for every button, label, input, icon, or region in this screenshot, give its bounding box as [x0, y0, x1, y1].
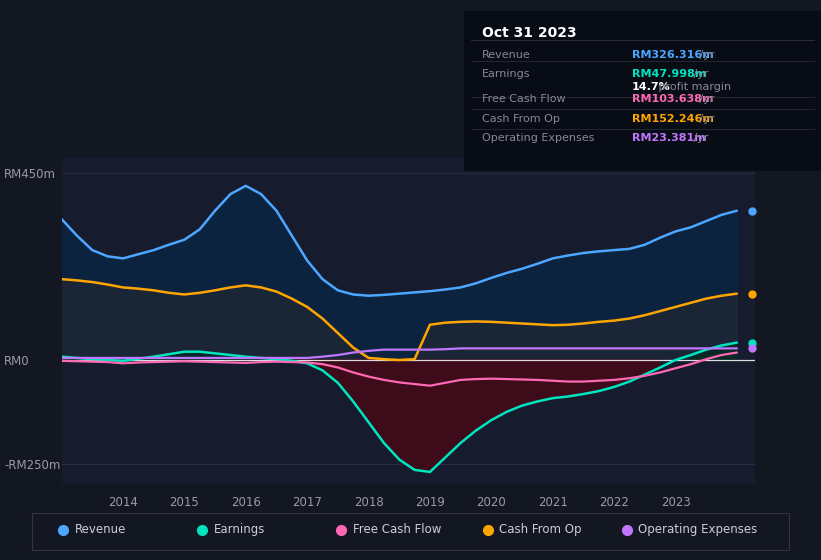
Text: Earnings: Earnings	[482, 69, 530, 78]
Text: RM23.381m: RM23.381m	[631, 133, 705, 143]
Text: Revenue: Revenue	[482, 49, 530, 59]
Text: Cash From Op: Cash From Op	[499, 523, 582, 536]
Text: Cash From Op: Cash From Op	[482, 114, 560, 124]
Text: /yr: /yr	[696, 94, 714, 104]
Text: RM326.316m: RM326.316m	[631, 49, 713, 59]
Text: RM152.246m: RM152.246m	[631, 114, 713, 124]
Text: /yr: /yr	[696, 114, 714, 124]
Text: /yr: /yr	[690, 69, 708, 78]
Text: /yr: /yr	[690, 133, 708, 143]
Text: RM47.998m: RM47.998m	[631, 69, 706, 78]
Text: Revenue: Revenue	[75, 523, 126, 536]
Text: Free Cash Flow: Free Cash Flow	[482, 94, 566, 104]
Text: Operating Expenses: Operating Expenses	[638, 523, 758, 536]
Text: Oct 31 2023: Oct 31 2023	[482, 26, 576, 40]
Text: Earnings: Earnings	[213, 523, 265, 536]
Bar	[32, 512, 789, 549]
Text: profit margin: profit margin	[655, 82, 731, 92]
Text: Operating Expenses: Operating Expenses	[482, 133, 594, 143]
Text: Free Cash Flow: Free Cash Flow	[353, 523, 441, 536]
Text: 14.7%: 14.7%	[631, 82, 671, 92]
Text: RM103.638m: RM103.638m	[631, 94, 713, 104]
Text: /yr: /yr	[696, 49, 714, 59]
